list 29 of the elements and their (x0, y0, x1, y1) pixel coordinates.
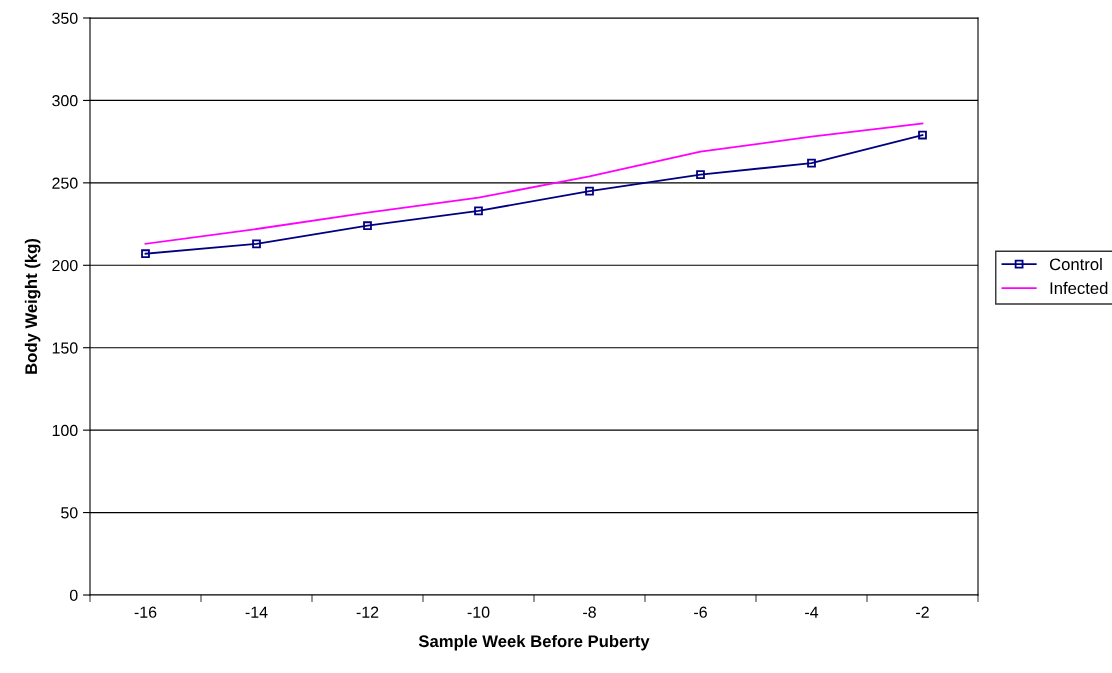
y-tick-label: 250 (52, 177, 78, 189)
x-axis-title: Sample Week Before Puberty (418, 634, 650, 651)
x-tick-label: -8 (583, 606, 596, 618)
x-tick-label: -4 (805, 606, 819, 618)
x-tick-label: -14 (245, 606, 268, 618)
x-tick-label: -6 (694, 606, 707, 618)
y-tick-label: 100 (52, 424, 78, 437)
y-tick-label: 50 (61, 507, 78, 519)
point (696, 170, 705, 179)
y-tick-label: 150 (52, 342, 78, 354)
legend-label: Control (1049, 257, 1102, 271)
x-tick-label: -10 (467, 606, 490, 618)
point (363, 221, 372, 231)
y-tick-label: 300 (52, 95, 78, 107)
point (141, 249, 150, 259)
point (807, 158, 816, 168)
y-tick-label: 350 (52, 12, 78, 24)
y-tick-label: 0 (69, 589, 78, 601)
point (585, 186, 594, 196)
x-tick-label: -2 (916, 606, 929, 618)
point (252, 239, 261, 249)
point (474, 206, 483, 216)
legend-label: Infected (1050, 281, 1108, 295)
line-series (144, 122, 924, 245)
y-tick-label: 200 (52, 259, 78, 272)
point (918, 130, 927, 140)
x-tick-label: -12 (356, 606, 379, 618)
y-axis-title: Body Weight (kg) (24, 238, 41, 374)
x-tick-label: -16 (134, 606, 157, 618)
